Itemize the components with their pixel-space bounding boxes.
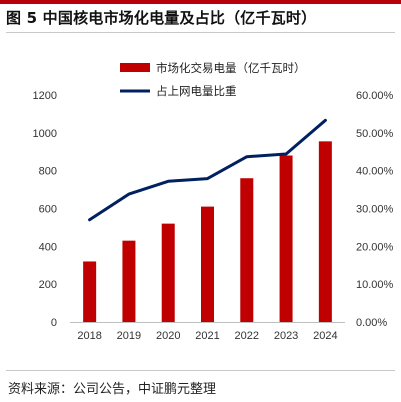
- y-right-tick-0: 0.00%: [356, 317, 387, 329]
- x-tick-2022: 2022: [235, 330, 259, 342]
- x-tick-2018: 2018: [77, 330, 101, 342]
- x-tick-2020: 2020: [156, 330, 180, 342]
- legend-label-line: 占上网电量比重: [156, 84, 237, 98]
- y-left-tick-200: 200: [39, 279, 57, 291]
- legend-label-bar: 市场化交易电量（亿千瓦时）: [156, 61, 306, 75]
- y-left-tick-800: 800: [39, 166, 57, 178]
- x-axis: 2018 2019 2020 2021 2022 2023 2024: [70, 322, 345, 342]
- figure-title: 图 5 中国核电市场化电量及占比（亿千瓦时）: [6, 9, 317, 27]
- combo-chart: 市场化交易电量（亿千瓦时） 占上网电量比重 2018 2019 2020 2021 202…: [33, 61, 394, 342]
- x-tick-2023: 2023: [274, 330, 298, 342]
- bar-2022: [240, 178, 254, 322]
- bar-2020: [161, 223, 175, 322]
- source-note: 资料来源：公司公告，中证鹏元整理: [8, 382, 217, 397]
- y-right-tick-20: 20.00%: [356, 241, 394, 253]
- x-tick-2019: 2019: [117, 330, 141, 342]
- bar-2019: [122, 240, 136, 322]
- title-divider: [6, 32, 395, 33]
- source-divider: [6, 370, 395, 371]
- top-accent-bar: [0, 0, 401, 4]
- y-left-tick-1000: 1000: [33, 128, 57, 140]
- line-share-of-grid-power: [88, 118, 327, 222]
- y-right-tick-10: 10.00%: [356, 279, 394, 291]
- y-left-tick-0: 0: [51, 317, 57, 329]
- x-tick-2021: 2021: [195, 330, 219, 342]
- line-series: [88, 118, 327, 222]
- y-left-tick-1200: 1200: [33, 90, 57, 102]
- y-right-tick-30: 30.00%: [356, 204, 394, 216]
- x-tick-2024: 2024: [313, 330, 337, 342]
- legend: 市场化交易电量（亿千瓦时） 占上网电量比重: [120, 61, 306, 98]
- bar-2021: [201, 206, 214, 322]
- legend-swatch-bar: [120, 63, 150, 72]
- bar-2018: [83, 261, 97, 322]
- bar-2023: [279, 155, 293, 322]
- y-left-tick-400: 400: [39, 241, 57, 253]
- y-right-tick-50: 50.00%: [356, 128, 394, 140]
- y-axis-right: 0.00% 10.00% 20.00% 30.00% 40.00% 50.00% 60.00…: [356, 90, 394, 329]
- y-axis-left: 0 200 400 600 800 1000 1200: [33, 90, 57, 329]
- y-left-tick-600: 600: [39, 204, 57, 216]
- y-right-tick-40: 40.00%: [356, 166, 394, 178]
- bar-series: [83, 141, 332, 322]
- y-right-tick-60: 60.00%: [356, 90, 394, 102]
- bar-2024: [318, 141, 332, 322]
